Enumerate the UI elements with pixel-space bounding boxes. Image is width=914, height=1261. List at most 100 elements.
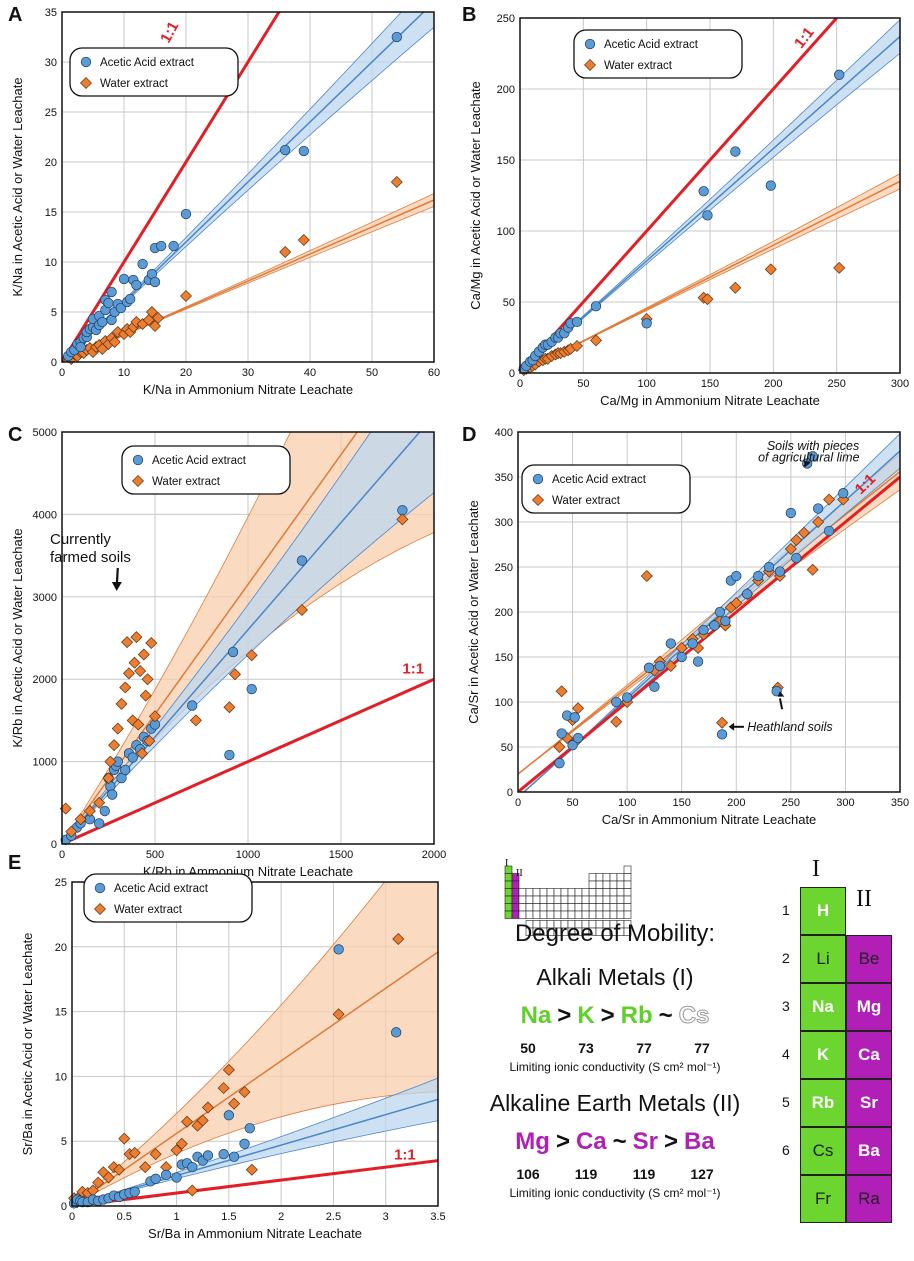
- conductivity-value: 77: [636, 1040, 652, 1056]
- mini-cell: [546, 895, 555, 904]
- order-operator: >: [555, 1128, 570, 1155]
- water-point: [139, 1161, 152, 1174]
- acetic-point: [296, 555, 308, 566]
- acetic-point: [150, 1173, 161, 1184]
- mini-cell: [581, 910, 590, 919]
- annotation-lime-line2: of agricultural lime: [758, 451, 859, 465]
- legend-water-label: Water extract: [552, 495, 621, 507]
- alkaline-earth-conductivity: 106 119 119 127: [455, 1166, 775, 1182]
- acetic-point: [99, 805, 110, 817]
- y-axis-title: Ca/Mg in Acetic Acid or Water Leachate: [468, 81, 483, 310]
- mobility-title: Degree of Mobility:: [514, 920, 716, 947]
- water-point: [245, 649, 258, 662]
- water-point: [390, 176, 403, 188]
- y-tick-label: 150: [495, 652, 513, 664]
- element-symbol: Mg: [515, 1128, 550, 1155]
- water-point: [119, 681, 132, 694]
- mini-cell: [623, 888, 632, 897]
- water-point: [141, 673, 154, 686]
- mini-cell: [623, 910, 632, 919]
- acetic-point: [202, 1150, 214, 1161]
- y-tick-label: 250: [495, 562, 513, 574]
- y-tick-label: 20: [45, 157, 57, 169]
- water-point: [823, 493, 836, 506]
- alkali-order: Na > K > Rb ~ Cs: [455, 1002, 775, 1030]
- water-point: [152, 312, 165, 324]
- y-tick-label: 10: [55, 1071, 67, 1083]
- water-point: [134, 664, 147, 677]
- element-cell: Rb: [800, 1079, 846, 1127]
- y-tick-label: 350: [495, 472, 513, 484]
- alkaline-earth-order: Mg > Ca ~ Sr > Ba: [455, 1128, 775, 1156]
- water-point: [196, 1114, 209, 1127]
- mini-cell: [553, 888, 562, 897]
- chart-d: 1:10 50 100 150 200 250 300 3500501001502002503…: [466, 427, 909, 827]
- x-tick-label: 150: [701, 378, 719, 390]
- acetic-point: [107, 789, 118, 800]
- order-operator: >: [600, 1002, 615, 1029]
- order-operator: ~: [658, 1002, 673, 1029]
- legend-box: [69, 47, 239, 97]
- acetic-point: [572, 732, 584, 744]
- pt-head-i: I: [812, 856, 820, 882]
- mini-cell: [553, 910, 562, 919]
- water-point: [93, 796, 106, 809]
- mini-cell-group-i: [504, 903, 513, 912]
- pt-head-ii: II: [856, 886, 872, 912]
- water-point: [130, 631, 143, 644]
- acetic-point: [763, 561, 775, 573]
- mini-cell: [595, 910, 604, 919]
- order-operator: >: [557, 1002, 572, 1029]
- element-symbol: Ba: [684, 1128, 715, 1155]
- mini-cell: [609, 888, 618, 897]
- mini-cell: [546, 888, 555, 897]
- element-cell: K: [800, 1031, 846, 1079]
- water-fit-line: [520, 180, 900, 373]
- legend-water-marker: [94, 903, 106, 915]
- water-point: [102, 772, 115, 785]
- period-number: 5: [782, 1094, 790, 1110]
- acetic-point: [246, 683, 257, 695]
- water-point: [128, 656, 141, 669]
- legend-acetic-marker: [80, 56, 92, 68]
- acetic-point: [391, 1027, 402, 1038]
- x-tick-label: 30: [242, 367, 254, 379]
- mini-cell: [609, 873, 618, 882]
- acetic-point: [223, 1110, 235, 1121]
- legend-acetic-label: Acetic Acid extract: [100, 57, 195, 69]
- acetic-point: [730, 146, 741, 157]
- acetic-point: [571, 316, 583, 328]
- mini-cell: [574, 910, 583, 919]
- water-confidence-band: [72, 882, 438, 1206]
- acetic-point: [187, 1161, 198, 1173]
- water-point: [555, 685, 568, 698]
- mini-cell: [553, 903, 562, 912]
- water-point: [238, 1085, 251, 1098]
- water-point: [201, 1101, 214, 1114]
- x-tick-label: 1.5: [221, 1211, 236, 1223]
- element-symbol: Cs: [678, 1002, 710, 1030]
- water-point: [149, 710, 161, 723]
- mini-cell: [616, 880, 625, 889]
- acetic-point: [333, 944, 344, 955]
- water-point: [553, 741, 566, 753]
- x-tick-label: 250: [827, 378, 845, 390]
- mini-label-ii: II: [516, 868, 523, 879]
- plot-frame: [61, 11, 435, 363]
- x-axis-title: Ca/Sr in Ammonium Nitrate Leachate: [602, 812, 817, 827]
- x-tick-label: 100: [618, 797, 636, 809]
- annotation-arrow: [778, 698, 784, 710]
- acetic-point: [742, 588, 753, 600]
- water-point: [186, 1184, 199, 1197]
- mini-cell: [609, 903, 618, 912]
- water-point: [610, 715, 623, 728]
- element-cell: Cs: [800, 1127, 846, 1175]
- mini-label-i: I: [505, 858, 508, 869]
- acetic-point: [125, 293, 136, 305]
- x-tick-label: 2.5: [326, 1211, 341, 1223]
- water-point: [784, 543, 797, 555]
- water-point: [590, 334, 602, 347]
- acetic-point: [187, 700, 198, 711]
- annotation-arrow-head: [728, 722, 735, 731]
- mini-cell: [609, 895, 618, 904]
